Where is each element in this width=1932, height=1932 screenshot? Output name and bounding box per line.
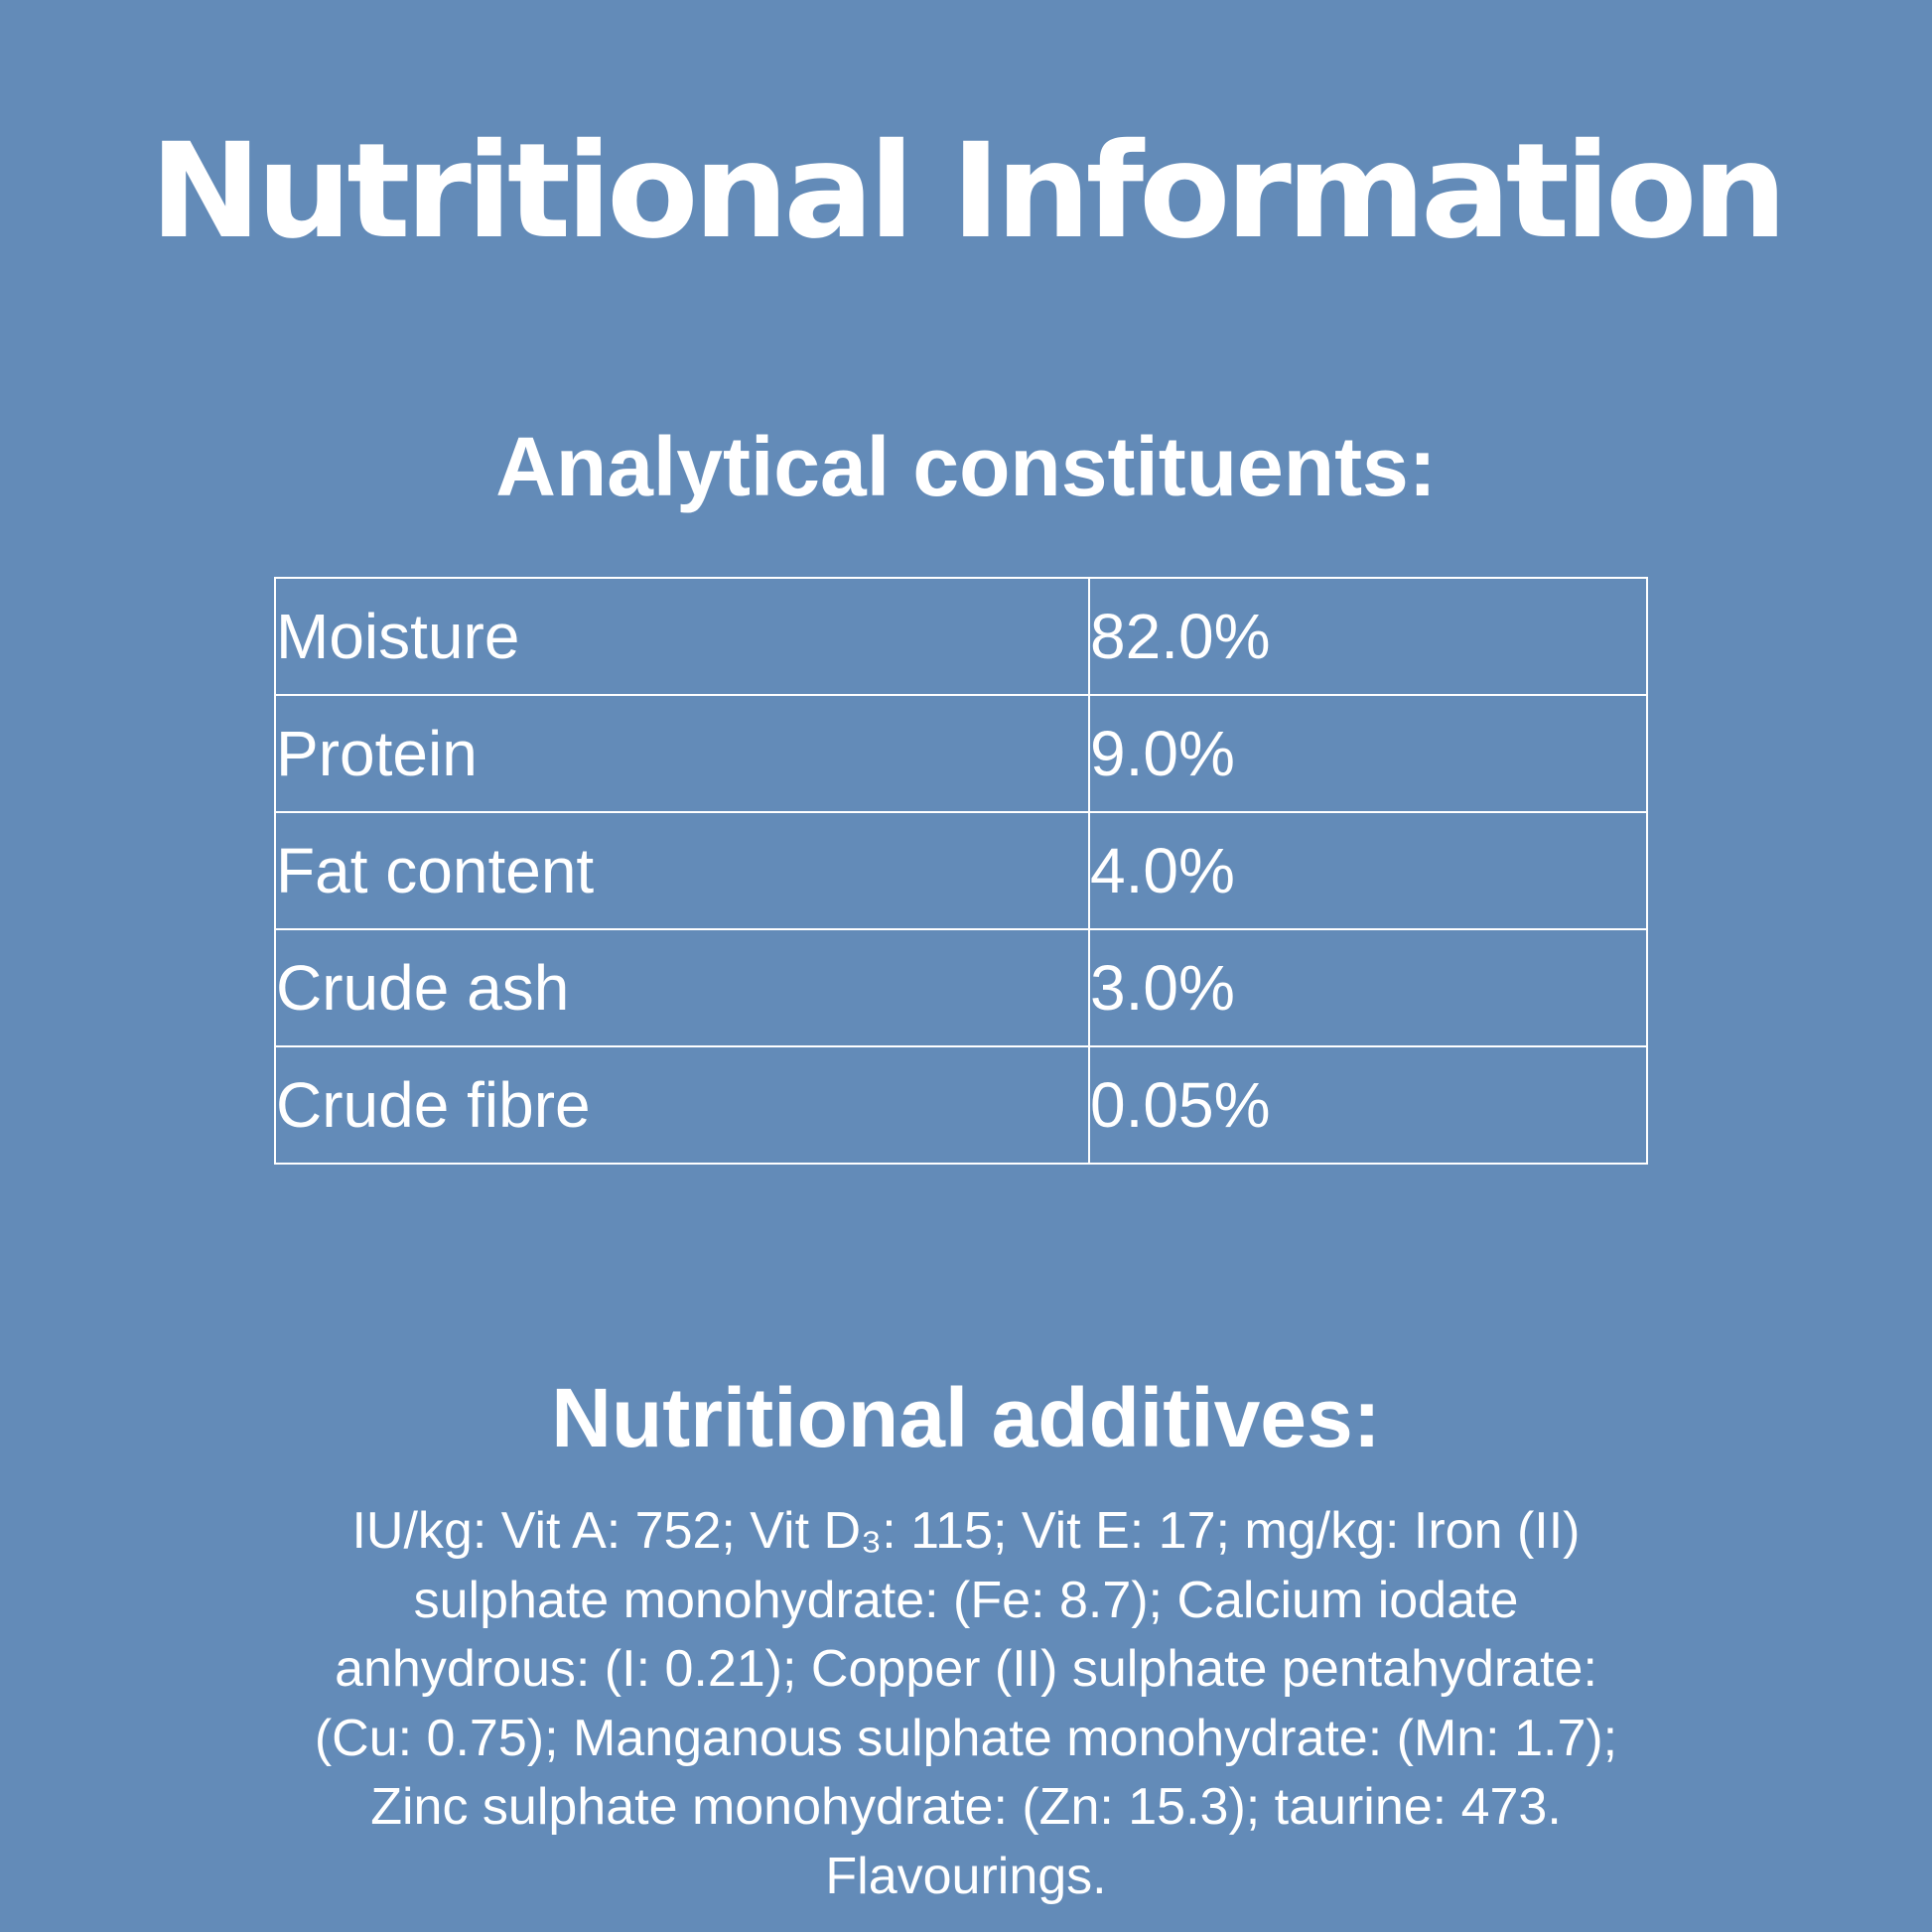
constituent-value: 4.0% bbox=[1088, 811, 1648, 930]
additives-line: (Cu: 0.75); Manganous sulphate monohydra… bbox=[314, 1709, 1618, 1767]
constituent-label: Protein bbox=[274, 694, 1090, 813]
constituent-label: Crude fibre bbox=[274, 1045, 1090, 1165]
analytical-constituents-table: Moisture 82.0% Protein 9.0% Fat content … bbox=[274, 577, 1648, 1165]
table-row: Fat content 4.0% bbox=[274, 811, 1648, 930]
table-row: Crude fibre 0.05% bbox=[274, 1045, 1648, 1165]
table-row: Moisture 82.0% bbox=[274, 577, 1648, 696]
nutritional-additives-heading: Nutritional additives: bbox=[551, 1371, 1381, 1464]
nutritional-additives-text: IU/kg: Vit A: 752; Vit D₃: 115; Vit E: 1… bbox=[218, 1497, 1714, 1911]
constituent-label: Crude ash bbox=[274, 928, 1090, 1047]
analytical-constituents-heading: Analytical constituents: bbox=[495, 420, 1437, 513]
constituent-label: Fat content bbox=[274, 811, 1090, 930]
constituent-value: 3.0% bbox=[1088, 928, 1648, 1047]
additives-line: Flavourings. bbox=[825, 1847, 1107, 1905]
additives-line: sulphate monohydrate: (Fe: 8.7); Calcium… bbox=[413, 1571, 1519, 1629]
constituent-value: 0.05% bbox=[1088, 1045, 1648, 1165]
constituent-label: Moisture bbox=[274, 577, 1090, 696]
constituent-value: 82.0% bbox=[1088, 577, 1648, 696]
additives-line: anhydrous: (I: 0.21); Copper (II) sulpha… bbox=[335, 1640, 1597, 1698]
additives-line: Zinc sulphate monohydrate: (Zn: 15.3); t… bbox=[370, 1778, 1562, 1836]
page-title: Nutritional Information bbox=[149, 115, 1787, 268]
constituent-value: 9.0% bbox=[1088, 694, 1648, 813]
additives-line: IU/kg: Vit A: 752; Vit D₃: 115; Vit E: 1… bbox=[351, 1502, 1581, 1560]
table-row: Protein 9.0% bbox=[274, 694, 1648, 813]
table-row: Crude ash 3.0% bbox=[274, 928, 1648, 1047]
